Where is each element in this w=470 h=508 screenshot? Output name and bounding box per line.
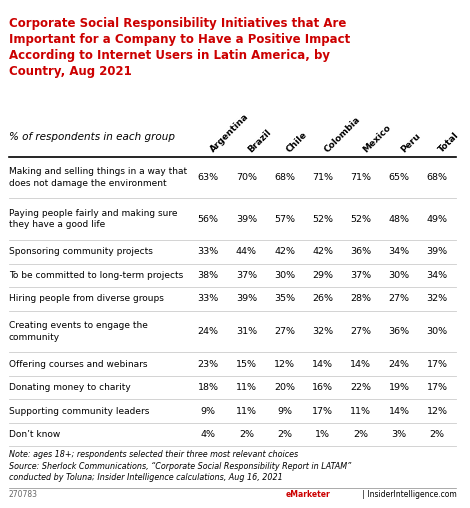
- Text: 11%: 11%: [350, 406, 371, 416]
- Text: 17%: 17%: [427, 360, 448, 369]
- Text: Peru: Peru: [399, 131, 422, 154]
- Text: 68%: 68%: [427, 173, 448, 182]
- Text: Corporate Social Responsibility Initiatives that Are
Important for a Company to : Corporate Social Responsibility Initiati…: [9, 17, 350, 78]
- Text: 52%: 52%: [350, 215, 371, 224]
- Text: 2%: 2%: [277, 430, 292, 439]
- Text: 38%: 38%: [198, 271, 219, 280]
- Text: 68%: 68%: [274, 173, 295, 182]
- Text: Total: Total: [437, 130, 461, 154]
- Text: 3%: 3%: [392, 430, 407, 439]
- Text: 27%: 27%: [389, 294, 409, 303]
- Text: 2%: 2%: [239, 430, 254, 439]
- Text: 14%: 14%: [312, 360, 333, 369]
- Text: Hiring people from diverse groups: Hiring people from diverse groups: [9, 294, 164, 303]
- Text: 35%: 35%: [274, 294, 295, 303]
- Text: Making and selling things in a way that
does not damage the environment: Making and selling things in a way that …: [9, 168, 187, 187]
- Text: 32%: 32%: [312, 327, 333, 336]
- Text: 11%: 11%: [236, 406, 257, 416]
- Text: 2%: 2%: [353, 430, 368, 439]
- Text: 39%: 39%: [236, 294, 257, 303]
- Text: 14%: 14%: [350, 360, 371, 369]
- Text: eMarketer: eMarketer: [285, 490, 330, 499]
- Text: 36%: 36%: [350, 247, 371, 257]
- Text: 1%: 1%: [315, 430, 330, 439]
- Text: 29%: 29%: [312, 271, 333, 280]
- Text: 12%: 12%: [274, 360, 295, 369]
- Text: Mexico: Mexico: [361, 122, 392, 154]
- Text: 18%: 18%: [198, 383, 219, 392]
- Text: 37%: 37%: [236, 271, 257, 280]
- Text: 27%: 27%: [274, 327, 295, 336]
- Text: 42%: 42%: [274, 247, 295, 257]
- Text: 20%: 20%: [274, 383, 295, 392]
- Text: 9%: 9%: [201, 406, 216, 416]
- Text: Offering courses and webinars: Offering courses and webinars: [9, 360, 147, 369]
- Text: 71%: 71%: [350, 173, 371, 182]
- Text: 63%: 63%: [198, 173, 219, 182]
- Text: 30%: 30%: [389, 271, 409, 280]
- Text: 22%: 22%: [350, 383, 371, 392]
- Text: 16%: 16%: [312, 383, 333, 392]
- Text: 52%: 52%: [312, 215, 333, 224]
- Text: 49%: 49%: [427, 215, 448, 224]
- Text: 15%: 15%: [236, 360, 257, 369]
- Text: 270783: 270783: [9, 490, 38, 499]
- Text: 36%: 36%: [389, 327, 409, 336]
- Text: 24%: 24%: [389, 360, 409, 369]
- Text: | InsiderIntelligence.com: | InsiderIntelligence.com: [360, 490, 456, 499]
- Text: Brazil: Brazil: [246, 128, 273, 154]
- Text: 2%: 2%: [430, 430, 445, 439]
- Text: 19%: 19%: [389, 383, 409, 392]
- Text: 34%: 34%: [427, 271, 448, 280]
- Text: 23%: 23%: [198, 360, 219, 369]
- Text: 9%: 9%: [277, 406, 292, 416]
- Text: 65%: 65%: [389, 173, 409, 182]
- Text: 42%: 42%: [312, 247, 333, 257]
- Text: Supporting community leaders: Supporting community leaders: [9, 406, 149, 416]
- Text: 11%: 11%: [236, 383, 257, 392]
- Text: 37%: 37%: [350, 271, 371, 280]
- Text: 56%: 56%: [198, 215, 219, 224]
- Text: Argentina: Argentina: [208, 112, 251, 154]
- Text: To be committed to long-term projects: To be committed to long-term projects: [9, 271, 183, 280]
- Text: 17%: 17%: [427, 383, 448, 392]
- Text: 39%: 39%: [427, 247, 448, 257]
- Text: 12%: 12%: [427, 406, 448, 416]
- Text: 57%: 57%: [274, 215, 295, 224]
- Text: Paying people fairly and making sure
they have a good life: Paying people fairly and making sure the…: [9, 209, 177, 229]
- Text: 24%: 24%: [198, 327, 219, 336]
- Text: 4%: 4%: [201, 430, 216, 439]
- Text: 27%: 27%: [350, 327, 371, 336]
- Text: Note: ages 18+; respondents selected their three most relevant choices
Source: S: Note: ages 18+; respondents selected the…: [9, 451, 351, 482]
- Text: 39%: 39%: [236, 215, 257, 224]
- Text: 48%: 48%: [389, 215, 409, 224]
- Text: 33%: 33%: [197, 294, 219, 303]
- Text: 32%: 32%: [427, 294, 448, 303]
- Text: Donating money to charity: Donating money to charity: [9, 383, 131, 392]
- Text: 71%: 71%: [312, 173, 333, 182]
- Text: Creating events to engage the
community: Creating events to engage the community: [9, 322, 148, 341]
- Text: 28%: 28%: [350, 294, 371, 303]
- Text: 33%: 33%: [197, 247, 219, 257]
- Text: Sponsoring community projects: Sponsoring community projects: [9, 247, 153, 257]
- Text: Colombia: Colombia: [323, 114, 362, 154]
- Text: 30%: 30%: [274, 271, 295, 280]
- Text: Don’t know: Don’t know: [9, 430, 60, 439]
- Text: 34%: 34%: [389, 247, 409, 257]
- Text: 26%: 26%: [312, 294, 333, 303]
- Text: 44%: 44%: [236, 247, 257, 257]
- Text: 30%: 30%: [427, 327, 448, 336]
- Text: 31%: 31%: [236, 327, 257, 336]
- Text: 70%: 70%: [236, 173, 257, 182]
- Text: Chile: Chile: [284, 130, 309, 154]
- Text: % of respondents in each group: % of respondents in each group: [9, 132, 175, 142]
- Text: 14%: 14%: [389, 406, 409, 416]
- Text: 17%: 17%: [312, 406, 333, 416]
